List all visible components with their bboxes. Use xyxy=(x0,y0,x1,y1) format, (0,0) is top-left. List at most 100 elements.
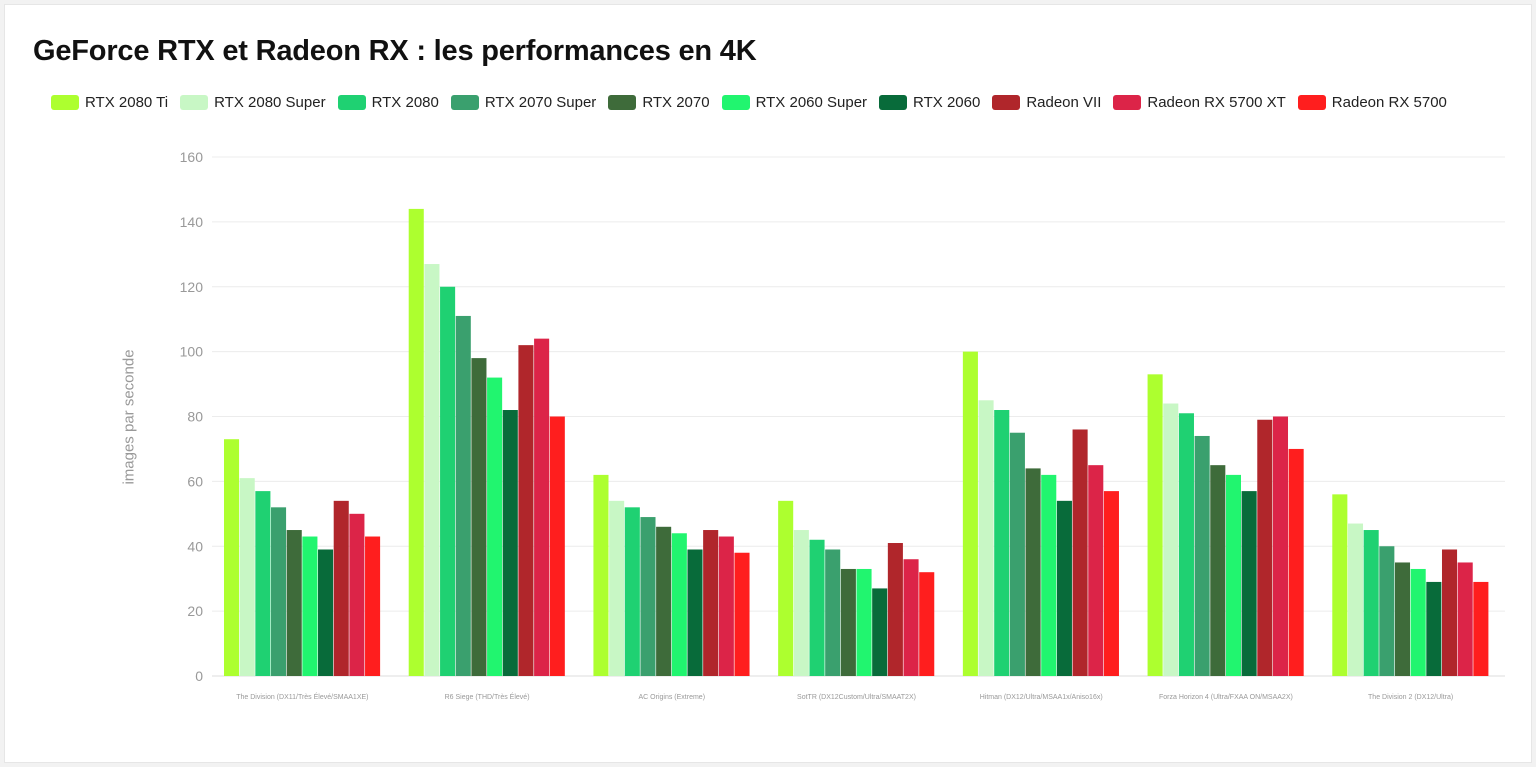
legend-label: RTX 2060 xyxy=(913,93,981,111)
bar[interactable]: RTX 2070 — R6 Siege (THD/Très Élevé): 98 xyxy=(471,358,487,676)
bar[interactable]: Radeon VII — SotTR (DX12Custom/Ultra/SMA… xyxy=(887,543,903,676)
bar[interactable]: RTX 2080 Super — R6 Siege (THD/Très Élev… xyxy=(424,264,440,676)
legend-swatch xyxy=(450,94,479,110)
bar[interactable]: RTX 2070 Super — The Division (DX11/Très… xyxy=(271,507,287,676)
bar[interactable]: RTX 2070 — Hitman (DX12/Ultra/MSAA1x/Ani… xyxy=(1025,468,1041,676)
bar[interactable]: Radeon VII — Hitman (DX12/Ultra/MSAA1x/A… xyxy=(1072,429,1088,676)
bar[interactable]: RTX 2060 Super — SotTR (DX12Custom/Ultra… xyxy=(856,568,872,676)
bar[interactable]: RTX 2080 Super — Hitman (DX12/Ultra/MSAA… xyxy=(978,400,994,676)
legend-item[interactable]: RTX 2080 Super xyxy=(180,94,326,111)
legend-item[interactable]: RTX 2070 xyxy=(608,93,710,111)
bar[interactable]: RTX 2080 Ti — R6 Siege (THD/Très Élevé):… xyxy=(408,208,424,676)
y-tick-label: 120 xyxy=(180,279,204,295)
bar[interactable]: RTX 2080 Ti — SotTR (DX12Custom/Ultra/SM… xyxy=(778,500,794,676)
bar[interactable]: RTX 2060 — AC Origins (Extreme): 39 xyxy=(687,549,703,676)
bar[interactable]: RTX 2080 Ti — The Division (DX11/Très Él… xyxy=(224,439,240,676)
bar[interactable]: Radeon RX 5700 XT — Forza Horizon 4 (Ult… xyxy=(1272,416,1289,677)
legend-item[interactable]: Radeon RX 5700 XT xyxy=(1113,94,1286,111)
bar[interactable]: Radeon VII — R6 Siege (THD/Très Élevé): … xyxy=(518,345,534,676)
legend-swatch xyxy=(337,94,366,110)
bar[interactable]: RTX 2070 Super — Hitman (DX12/Ultra/MSAA… xyxy=(1009,432,1025,676)
bar[interactable]: RTX 2080 Super — Forza Horizon 4 (Ultra/… xyxy=(1163,403,1179,676)
bar[interactable]: RTX 2080 Ti — The Division 2 (DX12/Ultra… xyxy=(1332,494,1348,676)
legend-swatch xyxy=(51,94,79,110)
bar[interactable]: Radeon RX 5700 — AC Origins (Extreme): 3… xyxy=(734,552,750,676)
legend-item[interactable]: RTX 2080 Ti xyxy=(51,94,168,111)
bar[interactable]: RTX 2060 — SotTR (DX12Custom/Ultra/SMAAT… xyxy=(872,588,888,676)
bar[interactable]: Radeon VII — Forza Horizon 4 (Ultra/FXAA… xyxy=(1257,419,1273,676)
bar[interactable]: Radeon RX 5700 XT — Hitman (DX12/Ultra/M… xyxy=(1088,465,1104,676)
bar[interactable]: RTX 2060 — R6 Siege (THD/Très Élevé): 82 xyxy=(502,410,518,676)
bar[interactable]: RTX 2070 Super — R6 Siege (THD/Très Élev… xyxy=(455,315,471,676)
bar[interactable]: RTX 2080 — The Division (DX11/Très Élevé… xyxy=(255,491,271,676)
bar[interactable]: RTX 2070 — The Division 2 (DX12/Ultra): … xyxy=(1394,562,1411,676)
bar[interactable]: RTX 2070 Super — Forza Horizon 4 (Ultra/… xyxy=(1194,435,1210,676)
legend-item[interactable]: RTX 2060 Super xyxy=(721,94,867,111)
legend-item[interactable]: Radeon VII xyxy=(992,94,1101,111)
bar[interactable]: RTX 2080 — R6 Siege (THD/Très Élevé): 12… xyxy=(440,286,456,676)
legend-label: Radeon RX 5700 xyxy=(1331,93,1447,111)
y-tick-label: 0 xyxy=(195,668,203,684)
bar[interactable]: RTX 2060 Super — Forza Horizon 4 (Ultra/… xyxy=(1225,474,1241,676)
y-tick-label: 60 xyxy=(187,473,203,489)
bar[interactable]: RTX 2080 Ti — AC Origins (Extreme): 62 xyxy=(593,474,609,676)
bar[interactable]: Radeon RX 5700 — Hitman (DX12/Ultra/MSAA… xyxy=(1103,491,1119,676)
bar[interactable]: RTX 2060 Super — The Division (DX11/Très… xyxy=(302,536,318,676)
bar[interactable]: Radeon VII — The Division 2 (DX12/Ultra)… xyxy=(1441,549,1458,676)
legend-item[interactable]: RTX 2080 xyxy=(337,94,439,111)
x-tick-label: The Division (DX11/Très Élevé/SMAA1XE) xyxy=(236,692,368,701)
bar[interactable]: Radeon RX 5700 — The Division 2 (DX12/Ul… xyxy=(1473,581,1489,676)
bar[interactable]: RTX 2070 — SotTR (DX12Custom/Ultra/SMAAT… xyxy=(840,568,856,676)
bar[interactable]: Radeon RX 5700 XT — SotTR (DX12Custom/Ul… xyxy=(903,559,919,676)
bar[interactable]: RTX 2080 Super — AC Origins (Extreme): 5… xyxy=(609,500,625,676)
bar[interactable]: RTX 2060 — Forza Horizon 4 (Ultra/FXAA O… xyxy=(1241,491,1257,676)
bar[interactable]: RTX 2080 Ti — Hitman (DX12/Ultra/MSAA1x/… xyxy=(962,351,978,677)
bar[interactable]: RTX 2080 Ti — Forza Horizon 4 (Ultra/FXA… xyxy=(1147,374,1163,676)
bar[interactable]: RTX 2070 — Forza Horizon 4 (Ultra/FXAA O… xyxy=(1210,465,1226,676)
bar[interactable]: RTX 2080 Super — The Division (DX11/Très… xyxy=(239,478,255,676)
y-tick-label: 80 xyxy=(187,409,203,425)
bar[interactable]: RTX 2070 — AC Origins (Extreme): 46 xyxy=(656,526,672,676)
chart-title: GeForce RTX et Radeon RX : les performan… xyxy=(33,35,757,67)
legend-item[interactable]: RTX 2070 Super xyxy=(450,94,596,111)
bar[interactable]: RTX 2070 — The Division (DX11/Très Élevé… xyxy=(286,530,302,676)
legend-swatch xyxy=(1297,94,1326,110)
bar[interactable]: RTX 2060 Super — R6 Siege (THD/Très Élev… xyxy=(487,377,503,676)
bar[interactable]: Radeon VII — The Division (DX11/Très Éle… xyxy=(333,500,349,676)
bar[interactable]: RTX 2060 — Hitman (DX12/Ultra/MSAA1x/Ani… xyxy=(1056,500,1072,676)
legend-swatch xyxy=(608,94,637,110)
bar[interactable]: Radeon RX 5700 XT — AC Origins (Extreme)… xyxy=(718,536,734,676)
legend-item[interactable]: RTX 2060 xyxy=(879,94,980,111)
bar[interactable]: Radeon RX 5700 XT — The Division (DX11/T… xyxy=(349,513,365,676)
bar[interactable]: RTX 2080 — The Division 2 (DX12/Ultra): … xyxy=(1363,530,1379,676)
bar[interactable]: RTX 2080 Super — The Division 2 (DX12/Ul… xyxy=(1347,523,1364,676)
bar[interactable]: RTX 2060 — The Division 2 (DX12/Ultra): … xyxy=(1426,581,1442,676)
bar[interactable]: Radeon RX 5700 — Forza Horizon 4 (Ultra/… xyxy=(1288,448,1304,676)
legend-swatch xyxy=(1113,94,1142,110)
bar[interactable]: RTX 2060 — The Division (DX11/Très Élevé… xyxy=(318,549,334,676)
bar[interactable]: Radeon RX 5700 — SotTR (DX12Custom/Ultra… xyxy=(919,572,935,676)
bar[interactable]: RTX 2070 Super — AC Origins (Extreme): 4… xyxy=(640,517,656,676)
bar[interactable]: Radeon RX 5700 XT — The Division 2 (DX12… xyxy=(1457,562,1473,676)
bar[interactable]: RTX 2070 Super — SotTR (DX12Custom/Ultra… xyxy=(825,549,841,676)
legend-swatch xyxy=(721,94,750,110)
bar[interactable]: RTX 2060 Super — AC Origins (Extreme): 4… xyxy=(671,533,687,676)
bar[interactable]: RTX 2080 — Forza Horizon 4 (Ultra/FXAA O… xyxy=(1178,413,1194,676)
bar[interactable]: Radeon VII — AC Origins (Extreme): 45 xyxy=(703,530,719,676)
legend-label: Radeon VII xyxy=(1026,93,1102,111)
bar[interactable]: RTX 2080 — SotTR (DX12Custom/Ultra/SMAAT… xyxy=(809,539,825,676)
bar[interactable]: RTX 2060 Super — Hitman (DX12/Ultra/MSAA… xyxy=(1041,474,1057,676)
bar[interactable]: Radeon RX 5700 — The Division (DX11/Très… xyxy=(365,536,381,676)
bar[interactable]: Radeon RX 5700 — R6 Siege (THD/Très Élev… xyxy=(549,416,565,677)
legend-item[interactable]: Radeon RX 5700 xyxy=(1297,93,1447,111)
legend-label: RTX 2070 xyxy=(642,93,710,111)
bar[interactable]: RTX 2080 — Hitman (DX12/Ultra/MSAA1x/Ani… xyxy=(994,410,1010,676)
bar[interactable]: RTX 2060 Super — The Division 2 (DX12/Ul… xyxy=(1410,568,1426,676)
bar[interactable]: RTX 2070 Super — The Division 2 (DX12/Ul… xyxy=(1379,546,1395,676)
bar[interactable]: RTX 2080 Super — SotTR (DX12Custom/Ultra… xyxy=(793,530,809,676)
legend-swatch xyxy=(879,94,908,110)
bar[interactable]: RTX 2080 — AC Origins (Extreme): 52 xyxy=(624,507,640,676)
legend-label: RTX 2080 Ti xyxy=(85,93,169,111)
bar[interactable]: Radeon RX 5700 XT — R6 Siege (THD/Très É… xyxy=(534,338,550,676)
